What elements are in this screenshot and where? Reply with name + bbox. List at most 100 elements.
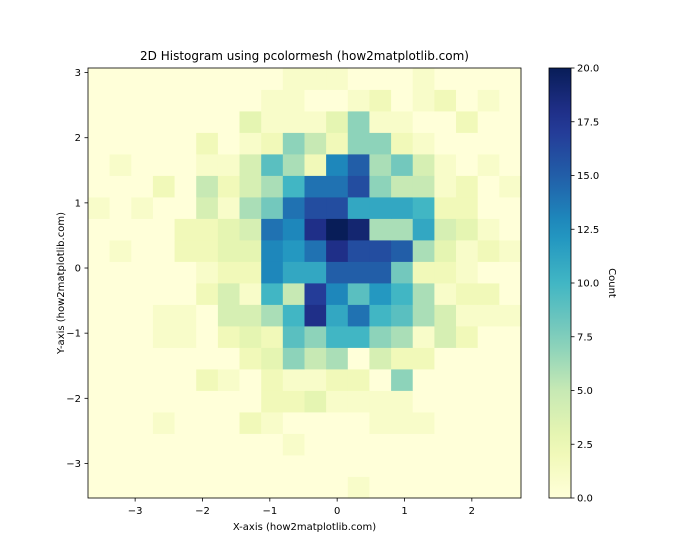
heatmap-cell [326, 240, 349, 262]
heatmap-cell [499, 283, 522, 305]
y-tick-label: −1 [66, 329, 81, 340]
heatmap-cell [499, 476, 522, 499]
heatmap-cell [131, 218, 154, 241]
heatmap-cell [347, 412, 370, 434]
heatmap-cell [369, 433, 392, 456]
heatmap-cell [131, 433, 154, 456]
heatmap-cell [499, 412, 522, 434]
x-axis-label: X-axis (how2matplotlib.com) [233, 522, 376, 533]
heatmap-cell [152, 218, 175, 241]
heatmap-cell [326, 369, 349, 391]
heatmap-cell [477, 240, 500, 262]
heatmap-cell [456, 433, 479, 456]
heatmap-cell [369, 412, 392, 434]
heatmap-cell [261, 197, 284, 219]
heatmap-cell [152, 175, 175, 198]
heatmap-cell [131, 111, 154, 133]
heatmap-cell [152, 455, 175, 477]
x-tick-label: −2 [195, 506, 210, 517]
heatmap-cell [477, 111, 500, 133]
heatmap-cell [261, 111, 284, 133]
heatmap-cells [88, 68, 522, 499]
heatmap-cell [196, 326, 219, 348]
heatmap-cell [499, 68, 522, 90]
heatmap-cell [109, 412, 132, 434]
heatmap-cell [217, 218, 240, 241]
heatmap-cell [326, 218, 349, 241]
heatmap-cell [304, 412, 327, 434]
heatmap-cell [88, 412, 111, 434]
heatmap-cell [326, 175, 349, 198]
heatmap-cell [152, 369, 175, 391]
heatmap-cell [196, 175, 219, 198]
heatmap-cell [499, 433, 522, 456]
heatmap-cell [217, 412, 240, 434]
colorbar-tick-label: 0.0 [577, 494, 593, 505]
heatmap-cell [477, 283, 500, 305]
heatmap-cell [391, 89, 414, 112]
heatmap-cell [152, 283, 175, 305]
colorbar-tick-label: 15.0 [577, 171, 599, 182]
x-tick-label: −1 [262, 506, 277, 517]
heatmap-cell [456, 154, 479, 176]
heatmap-cell [347, 369, 370, 391]
colorbar-tick-label: 2.5 [577, 440, 593, 451]
heatmap-cell [434, 326, 457, 348]
heatmap-cell [196, 412, 219, 434]
heatmap-cell [326, 132, 349, 155]
heatmap-cell [109, 390, 132, 413]
heatmap-cell [304, 455, 327, 477]
heatmap-cell [456, 369, 479, 391]
heatmap-cell [88, 89, 111, 112]
heatmap-cell [434, 283, 457, 305]
heatmap-cell [347, 455, 370, 477]
heatmap-cell [131, 326, 154, 348]
heatmap-cell [152, 154, 175, 176]
heatmap-cell [412, 369, 435, 391]
heatmap-cell [196, 369, 219, 391]
heatmap-cell [282, 261, 305, 284]
heatmap-cell [499, 261, 522, 284]
heatmap-cell [434, 347, 457, 370]
heatmap-cell [174, 111, 197, 133]
heatmap-cell [282, 412, 305, 434]
heatmap-cell [131, 132, 154, 155]
heatmap-cell [304, 326, 327, 348]
heatmap-cell [239, 197, 262, 219]
heatmap-cell [456, 261, 479, 284]
heatmap-cell [456, 240, 479, 262]
heatmap-cell [412, 261, 435, 284]
heatmap-cell [152, 89, 175, 112]
heatmap-cell [217, 455, 240, 477]
heatmap-cell [174, 197, 197, 219]
heatmap-cell [391, 412, 414, 434]
heatmap-cell [326, 433, 349, 456]
heatmap-cell [131, 68, 154, 90]
heatmap-cell [88, 326, 111, 348]
heatmap-cell [326, 390, 349, 413]
colorbar-tick-label: 12.5 [577, 225, 599, 236]
heatmap-cell [239, 369, 262, 391]
heatmap-cell [304, 175, 327, 198]
heatmap-cell [261, 390, 284, 413]
heatmap-cell [412, 218, 435, 241]
heatmap-cell [304, 154, 327, 176]
heatmap-cell [499, 175, 522, 198]
heatmap-cell [369, 304, 392, 327]
heatmap-cell [391, 175, 414, 198]
heatmap-cell [239, 132, 262, 155]
heatmap-cell [109, 132, 132, 155]
heatmap-cell [347, 197, 370, 219]
heatmap-cell [347, 218, 370, 241]
heatmap-cell [261, 347, 284, 370]
heatmap-cell [109, 369, 132, 391]
heatmap-cell [88, 218, 111, 241]
heatmap-cell [88, 347, 111, 370]
heatmap-cell [282, 154, 305, 176]
heatmap-cell [304, 390, 327, 413]
heatmap-cell [239, 455, 262, 477]
heatmap-cell [239, 390, 262, 413]
heatmap-cell [456, 476, 479, 499]
heatmap-cell [217, 68, 240, 90]
heatmap-cell [88, 261, 111, 284]
